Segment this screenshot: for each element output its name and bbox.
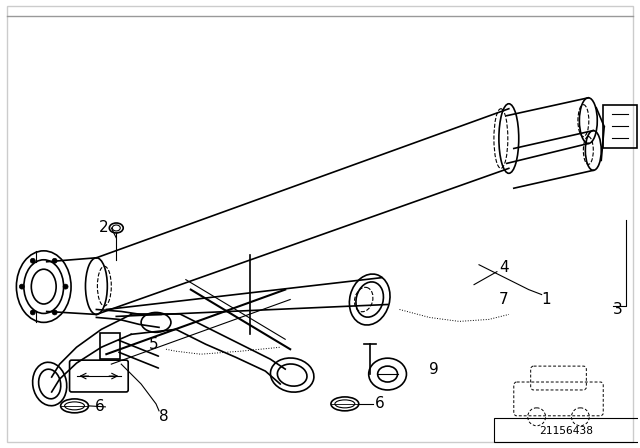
- FancyArrowPatch shape: [119, 340, 159, 356]
- Text: 6: 6: [95, 399, 104, 414]
- Text: 4: 4: [499, 260, 509, 275]
- Text: 1: 1: [541, 292, 551, 307]
- Text: 3: 3: [613, 302, 623, 317]
- Circle shape: [63, 284, 68, 289]
- Text: 6: 6: [374, 396, 385, 411]
- Text: 21156438: 21156438: [540, 426, 593, 436]
- Text: 7: 7: [499, 292, 509, 307]
- Circle shape: [52, 310, 57, 315]
- Text: 2: 2: [99, 220, 108, 236]
- Text: 8: 8: [159, 409, 168, 424]
- Circle shape: [30, 310, 35, 315]
- FancyArrowPatch shape: [119, 352, 159, 368]
- Circle shape: [19, 284, 24, 289]
- Circle shape: [30, 258, 35, 263]
- Text: 9: 9: [429, 362, 439, 377]
- Circle shape: [52, 258, 57, 263]
- Text: 5: 5: [149, 337, 159, 352]
